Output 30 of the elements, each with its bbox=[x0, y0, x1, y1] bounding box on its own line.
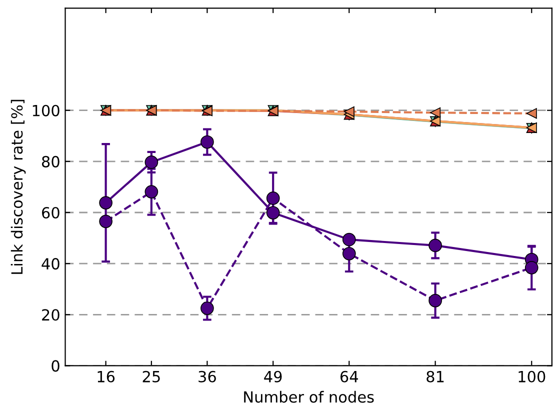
x-tick-label: 100 bbox=[518, 370, 546, 382]
point bbox=[430, 107, 441, 118]
x-tick-label: 81 bbox=[426, 370, 444, 382]
x-tick-label: 25 bbox=[142, 370, 160, 382]
point bbox=[342, 246, 356, 260]
y-tick-label: 40 bbox=[42, 258, 60, 270]
point bbox=[200, 302, 214, 315]
point bbox=[200, 135, 214, 149]
point bbox=[428, 238, 442, 252]
point bbox=[524, 260, 538, 274]
point bbox=[266, 206, 280, 220]
x-tick-label: 36 bbox=[198, 370, 216, 382]
point bbox=[99, 214, 112, 228]
y-axis-title: Link discovery rate [%] bbox=[10, 100, 26, 274]
point bbox=[266, 192, 280, 205]
x-tick-label: 64 bbox=[340, 370, 358, 382]
point bbox=[428, 294, 442, 308]
x-axis-title: Number of nodes bbox=[244, 390, 374, 403]
y-tick-label: 80 bbox=[42, 156, 60, 168]
y-tick-label: 60 bbox=[42, 206, 60, 219]
x-tick-label: 16 bbox=[98, 370, 115, 382]
point bbox=[526, 108, 537, 119]
point bbox=[342, 232, 356, 246]
y-tick-label: 0 bbox=[52, 360, 60, 372]
y-tick-label: 100 bbox=[32, 104, 60, 116]
point bbox=[99, 196, 112, 210]
point bbox=[344, 106, 354, 117]
x-tick-label: 49 bbox=[264, 370, 282, 382]
point bbox=[144, 185, 158, 198]
y-tick-label: 20 bbox=[42, 309, 60, 321]
